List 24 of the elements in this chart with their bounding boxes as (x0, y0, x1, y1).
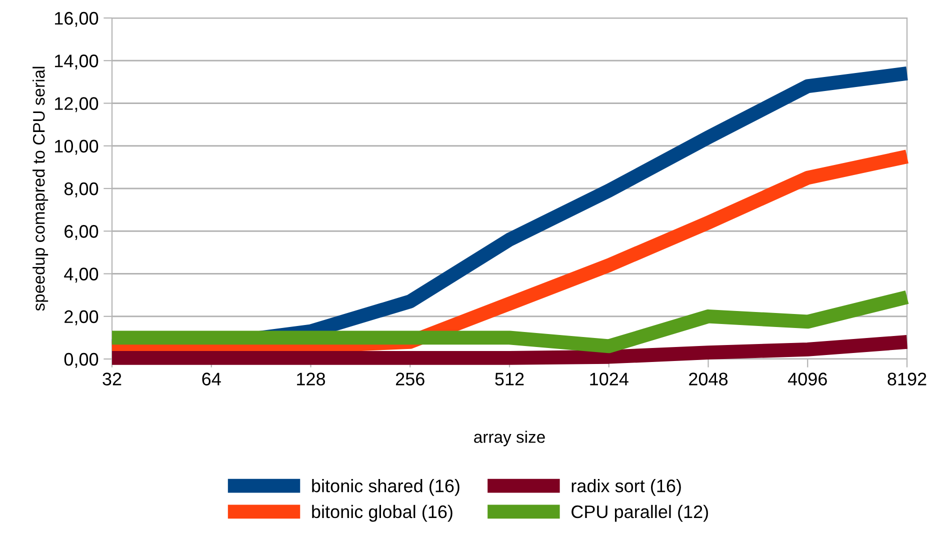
legend-label: radix sort (16) (572, 479, 681, 496)
y-tick-label: 16,00 (55, 12, 98, 27)
x-axis-title: array size (474, 430, 545, 446)
x-tick-label: 1024 (590, 372, 628, 386)
y-tick-label: 2,00 (64, 310, 98, 326)
y-tick-label: 12,00 (55, 97, 98, 112)
x-tick-label: 8192 (888, 372, 926, 386)
y-axis-title: speedup comapred to CPU serial (32, 66, 48, 311)
y-tick-label: 6,00 (64, 225, 98, 240)
x-tick-label: 64 (202, 372, 221, 386)
y-tick-label: 10,00 (55, 140, 98, 155)
y-tick-label: 8,00 (64, 182, 98, 198)
legend-label: CPU parallel (12) (572, 504, 708, 522)
y-tick-label: 0,00 (64, 352, 98, 368)
y-tick-label: 14,00 (55, 54, 98, 70)
x-tick-label: 512 (495, 372, 524, 386)
legend-label: bitonic global (16) (312, 504, 452, 522)
y-tick-label: 4,00 (64, 268, 98, 283)
x-tick-label: 256 (396, 372, 424, 386)
x-tick-label: 128 (297, 372, 326, 386)
x-tick-label: 32 (102, 372, 122, 386)
x-tick-label: 2048 (689, 372, 728, 386)
x-tick-label: 4096 (788, 372, 827, 386)
legend-label: bitonic shared (16) (312, 479, 460, 496)
